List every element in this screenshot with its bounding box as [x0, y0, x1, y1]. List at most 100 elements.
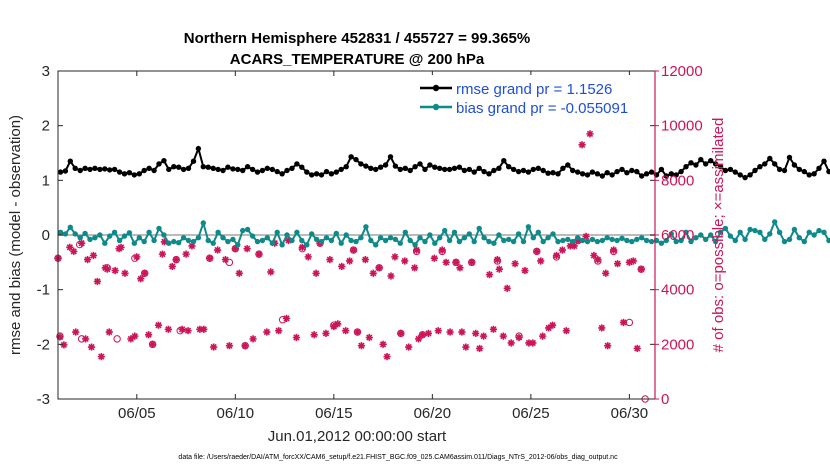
obs-assimilated-point: [633, 344, 641, 353]
bias-point: [77, 235, 83, 241]
rmse-point: [619, 166, 625, 173]
rmse-point: [732, 169, 738, 175]
rmse-point: [185, 165, 192, 171]
rmse-point: [584, 172, 591, 178]
bias-point: [126, 230, 133, 236]
rmse-point: [304, 169, 310, 175]
obs-assimilated-point: [558, 246, 566, 254]
bias-point: [732, 237, 738, 244]
bias-point: [284, 232, 290, 238]
bias-point: [575, 235, 581, 241]
rmse-point: [279, 171, 285, 177]
rmse-point: [309, 172, 315, 178]
bias-point: [190, 238, 197, 245]
rmse-point: [550, 170, 556, 176]
bias-point: [757, 229, 763, 235]
series-layer: [54, 130, 830, 403]
bias-point: [486, 238, 492, 245]
rmse-point: [698, 156, 704, 163]
rmse-point: [712, 161, 719, 167]
bias-point: [97, 232, 103, 238]
rmse-point: [368, 165, 374, 171]
rmse-point: [708, 158, 714, 164]
bias-point: [781, 238, 788, 245]
obs-assimilated-point: [499, 332, 507, 340]
rmse-point: [387, 154, 394, 160]
obs-assimilated-point: [275, 327, 283, 335]
obs-assimilated-point: [184, 327, 192, 335]
obs-assimilated-point: [225, 342, 234, 350]
rmse-point: [225, 164, 231, 170]
obs-assimilated-point: [334, 320, 342, 328]
rmse-point: [363, 163, 369, 169]
bias-point: [107, 233, 113, 239]
rmse-point: [259, 167, 266, 174]
bias-point: [363, 224, 369, 230]
obs-assimilated-point: [401, 257, 409, 265]
bias-point: [67, 224, 74, 230]
obs-assimilated-point: [133, 253, 141, 261]
rmse-point: [156, 161, 162, 167]
obs-assimilated-point: [168, 262, 176, 271]
obs-assimilated-point: [105, 328, 113, 336]
obs-assimilated-point: [379, 340, 387, 348]
rmse-point: [747, 172, 753, 178]
obs-assimilated-point: [346, 257, 354, 265]
rmse-point: [417, 161, 423, 167]
rmse-point: [545, 170, 551, 176]
bias-point: [171, 238, 177, 245]
bias-point: [535, 229, 541, 235]
obs-assimilated-point: [357, 342, 366, 350]
bias-point: [634, 236, 640, 243]
rmse-point: [323, 168, 330, 175]
bias-point: [220, 235, 226, 241]
obs-assimilated-point: [578, 141, 586, 149]
bias-point: [116, 237, 123, 244]
obs-assimilated-point: [131, 332, 139, 340]
rmse-point: [87, 166, 93, 173]
obs-assimilated-point: [70, 247, 78, 255]
obs-assimilated-point: [361, 256, 369, 264]
rmse-point: [762, 161, 768, 167]
rmse-point: [397, 166, 403, 173]
rmse-point: [496, 165, 502, 171]
obs-assimilated-point: [468, 258, 476, 266]
bias-point: [712, 238, 719, 245]
bias-point: [550, 231, 556, 237]
obs-assimilated-point: [411, 264, 419, 272]
rmse-point: [136, 171, 142, 177]
obs-assimilated-point: [365, 333, 373, 342]
obs-assimilated-point: [533, 247, 541, 255]
rmse-point: [294, 161, 300, 167]
bias-point: [279, 242, 285, 248]
rmse-point: [535, 165, 541, 171]
obs-assimilated-point: [292, 333, 301, 342]
rmse-point: [111, 166, 118, 173]
bias-point: [752, 227, 758, 234]
obs-assimilated-point: [81, 335, 90, 343]
obs-assimilated-point: [515, 333, 523, 342]
obs-assimilated-point: [562, 327, 570, 335]
rmse-point: [171, 164, 177, 170]
x-tick-label: 06/25: [512, 405, 550, 422]
bias-point: [402, 229, 408, 235]
bias-point: [313, 236, 320, 243]
obs-possible-point: [625, 318, 634, 327]
bias-point: [742, 236, 748, 243]
bias-point: [821, 229, 827, 235]
x-tick-label: 06/15: [315, 405, 353, 422]
obs-assimilated-point: [476, 344, 484, 353]
obs-assimilated-point: [89, 251, 98, 260]
rmse-point: [604, 170, 610, 176]
rmse-point: [648, 169, 655, 175]
obs-assimilated-point: [121, 269, 129, 277]
obs-assimilated-point: [97, 353, 105, 361]
y2-tick-label: 10000: [661, 118, 703, 135]
bias-point: [451, 229, 458, 235]
bias-point: [333, 230, 339, 237]
obs-assimilated-point: [267, 268, 275, 276]
rmse-point: [328, 171, 335, 177]
obs-assimilated-point: [310, 331, 318, 339]
bias-point: [530, 235, 536, 241]
